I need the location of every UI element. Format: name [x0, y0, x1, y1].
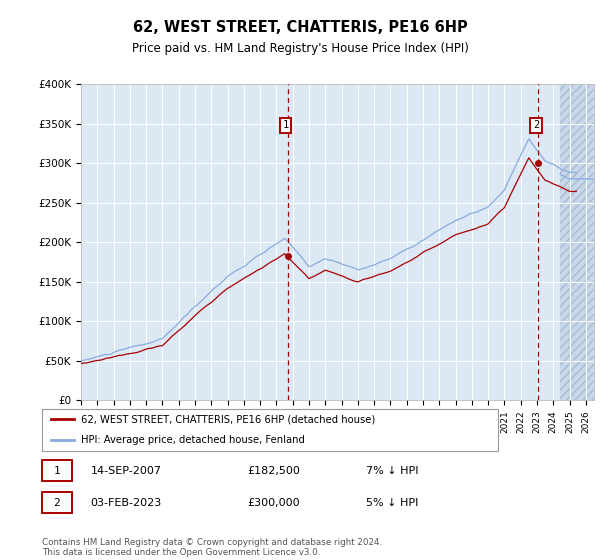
Text: £300,000: £300,000: [247, 498, 300, 508]
Text: 7% ↓ HPI: 7% ↓ HPI: [366, 465, 419, 475]
Text: 03-FEB-2023: 03-FEB-2023: [91, 498, 162, 508]
Text: 1: 1: [53, 465, 60, 475]
Text: Price paid vs. HM Land Registry's House Price Index (HPI): Price paid vs. HM Land Registry's House …: [131, 42, 469, 55]
Text: HPI: Average price, detached house, Fenland: HPI: Average price, detached house, Fenl…: [81, 435, 305, 445]
Text: 2: 2: [53, 498, 60, 508]
Text: 2: 2: [533, 120, 539, 130]
Text: 14-SEP-2007: 14-SEP-2007: [91, 465, 161, 475]
Bar: [42, 460, 72, 481]
Text: £182,500: £182,500: [247, 465, 300, 475]
Text: 5% ↓ HPI: 5% ↓ HPI: [366, 498, 418, 508]
Bar: [42, 492, 72, 513]
Bar: [560, 84, 594, 400]
Text: 62, WEST STREET, CHATTERIS, PE16 6HP (detached house): 62, WEST STREET, CHATTERIS, PE16 6HP (de…: [81, 414, 375, 424]
Text: 1: 1: [283, 120, 289, 130]
Text: 62, WEST STREET, CHATTERIS, PE16 6HP: 62, WEST STREET, CHATTERIS, PE16 6HP: [133, 20, 467, 35]
Text: Contains HM Land Registry data © Crown copyright and database right 2024.
This d: Contains HM Land Registry data © Crown c…: [42, 538, 382, 557]
